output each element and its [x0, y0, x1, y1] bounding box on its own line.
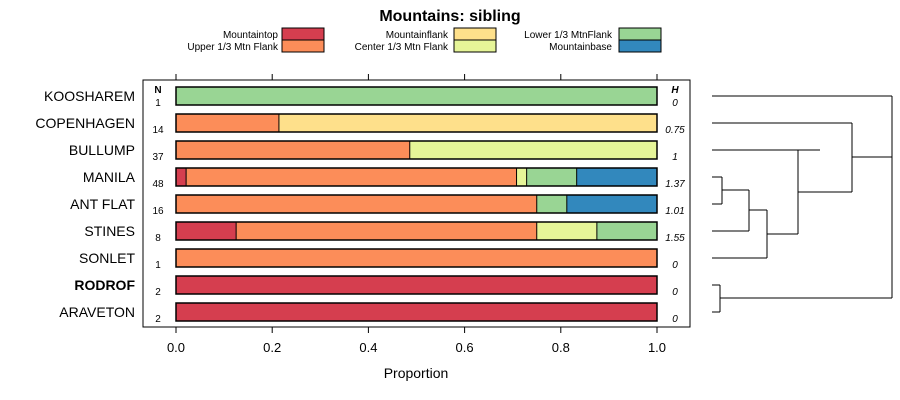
row-n-value: 1	[155, 260, 161, 271]
bar-outline	[175, 275, 658, 295]
legend-swatch	[453, 27, 497, 41]
row-label: RODROF	[74, 277, 135, 293]
dendrogram-branch	[720, 96, 893, 299]
row-label: SONLET	[79, 250, 135, 266]
bar-outline	[175, 248, 658, 268]
n-column-header: N	[154, 85, 161, 96]
row-n-value: 37	[152, 152, 164, 163]
row-h-value: 0	[672, 260, 678, 271]
legend-swatch	[453, 39, 497, 53]
legend-swatch	[281, 39, 325, 53]
plot-frame	[142, 79, 691, 328]
dendrogram-branch	[712, 284, 721, 313]
legend-label: Mountainbase	[549, 42, 612, 53]
bar-segment	[536, 195, 567, 213]
row-h-value: 1	[672, 152, 678, 163]
row-label: KOOSHAREM	[44, 88, 135, 104]
h-column-header: H	[671, 85, 679, 96]
row-label: ARAVETON	[59, 304, 135, 320]
bar-outline	[175, 86, 658, 106]
row-label: BULLUMP	[69, 142, 135, 158]
bar-segment	[176, 141, 410, 159]
bar-segment	[596, 222, 657, 240]
row-h-value: 1.37	[665, 179, 685, 190]
bar-segment	[176, 249, 657, 267]
bar-segment	[186, 168, 517, 186]
dendrogram-branch	[712, 176, 723, 205]
row-label: ANT FLAT	[70, 196, 135, 212]
row-h-value: 1.01	[665, 206, 684, 217]
bar-segment	[176, 114, 279, 132]
bar-segment	[176, 87, 657, 105]
axes: 0.0 0.2 0.4 0.6 0.8 1.0	[167, 74, 666, 355]
row-h-value: 0	[672, 98, 678, 109]
bar-segment	[566, 195, 657, 213]
row-n-value: 48	[152, 179, 164, 190]
row-h-value: 1.55	[665, 233, 685, 244]
bar-segment	[536, 222, 597, 240]
bar-segment	[409, 141, 657, 159]
row-n-value: 8	[155, 233, 161, 244]
bar-outline	[175, 194, 658, 214]
legend-label: Center 1/3 Mtn Flank	[355, 42, 449, 53]
legend-swatch	[618, 27, 662, 41]
x-axis-label: Proportion	[384, 365, 449, 381]
dendrogram-branch	[798, 123, 853, 193]
x-tick-label: 0.4	[359, 340, 377, 355]
row-n-value: 2	[155, 314, 161, 325]
bar-segment	[576, 168, 657, 186]
bar-segment	[526, 168, 577, 186]
bar-outline	[175, 167, 658, 187]
bar-outline	[175, 221, 658, 241]
bar-segment	[176, 303, 657, 321]
legend-swatch	[618, 39, 662, 53]
bar-segment	[278, 114, 657, 132]
bar-outline	[175, 113, 658, 133]
legend-swatch	[281, 27, 325, 41]
row-n-value: 1	[155, 98, 161, 109]
x-tick-label: 0.8	[552, 340, 570, 355]
bar-segment	[176, 276, 657, 294]
row-label: STINES	[84, 223, 135, 239]
bar-segment	[516, 168, 527, 186]
bar-outline	[175, 140, 658, 160]
x-tick-label: 0.6	[456, 340, 474, 355]
x-tick-label: 0.0	[167, 340, 185, 355]
bars-group	[175, 86, 658, 322]
dendrogram-branch	[767, 150, 799, 235]
chart-title: Mountains: sibling	[379, 8, 520, 25]
row-h-value: 0	[672, 287, 678, 298]
row-h-value: 0	[672, 314, 678, 325]
row-n-value: 14	[152, 125, 164, 136]
dendrogram-branch	[712, 189, 750, 232]
bar-outline	[175, 302, 658, 322]
legend-label: Lower 1/3 MtnFlank	[524, 30, 613, 41]
bar-segment	[176, 168, 187, 186]
dendrogram	[712, 95, 893, 313]
row-n-value: 2	[155, 287, 161, 298]
dendrogram-branch	[712, 209, 768, 259]
row-labels: KOOSHAREM 1 0 COPENHAGEN 14 0.75 BULLUMP 37 1 MAN…	[35, 88, 685, 325]
row-label: COPENHAGEN	[35, 115, 135, 131]
x-tick-label: 1.0	[648, 340, 666, 355]
row-label: MANILA	[83, 169, 136, 185]
row-n-value: 16	[152, 206, 164, 217]
legend-label: Upper 1/3 Mtn Flank	[187, 42, 279, 53]
x-tick-label: 0.2	[263, 340, 281, 355]
legend-label: Mountaintop	[223, 30, 278, 41]
row-h-value: 0.75	[665, 125, 685, 136]
bar-segment	[236, 222, 537, 240]
bar-segment	[176, 222, 237, 240]
legend-label: Mountainflank	[386, 30, 449, 41]
bar-segment	[176, 195, 537, 213]
